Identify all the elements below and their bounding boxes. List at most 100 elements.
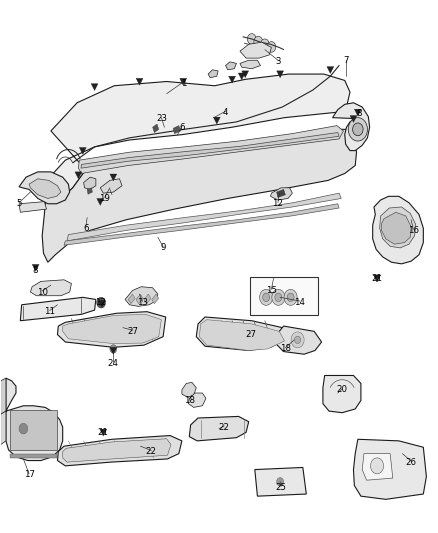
Text: 12: 12 [272,199,283,208]
Polygon shape [350,116,357,123]
Polygon shape [152,124,159,133]
Bar [11,410,57,450]
Circle shape [294,336,300,344]
Circle shape [277,478,284,486]
Polygon shape [255,467,306,496]
Polygon shape [180,78,187,85]
Polygon shape [75,172,82,179]
Polygon shape [374,275,381,282]
Polygon shape [1,378,6,414]
Text: 12: 12 [95,298,106,307]
Text: 20: 20 [337,385,348,394]
Text: 25: 25 [276,482,286,491]
Polygon shape [276,326,321,354]
Polygon shape [152,294,159,304]
Text: 5: 5 [16,199,22,208]
Polygon shape [226,62,237,70]
Text: 8: 8 [356,109,361,118]
Polygon shape [240,42,272,58]
Circle shape [110,345,117,353]
Polygon shape [271,188,292,200]
Text: 10: 10 [37,287,48,296]
Polygon shape [173,126,180,134]
Circle shape [371,458,384,474]
Text: 13: 13 [137,298,148,307]
Text: 22: 22 [146,447,157,456]
Text: 19: 19 [99,194,110,203]
Text: 11: 11 [44,307,55,316]
Polygon shape [84,177,96,189]
Polygon shape [196,317,288,351]
Circle shape [263,293,270,302]
Polygon shape [242,71,249,78]
Polygon shape [136,294,143,304]
Text: 23: 23 [156,114,167,123]
Polygon shape [67,193,341,241]
Polygon shape [381,212,411,244]
Polygon shape [373,196,424,264]
Polygon shape [354,109,361,116]
Polygon shape [57,312,166,348]
Polygon shape [238,73,245,80]
Text: 15: 15 [266,286,277,295]
Circle shape [272,289,285,305]
Polygon shape [1,411,6,445]
Polygon shape [128,294,135,304]
Circle shape [267,42,276,52]
Circle shape [261,39,269,50]
Polygon shape [100,429,107,436]
Polygon shape [213,117,220,124]
Polygon shape [57,435,182,466]
Text: 26: 26 [406,458,417,466]
Polygon shape [380,207,416,248]
Text: 21: 21 [371,273,382,282]
Circle shape [275,293,282,302]
Circle shape [247,34,256,44]
Polygon shape [99,301,106,308]
Polygon shape [110,348,117,354]
Circle shape [284,289,297,305]
Polygon shape [87,188,92,194]
Polygon shape [136,78,143,85]
Text: 3: 3 [275,58,281,66]
Text: 14: 14 [294,298,305,307]
Polygon shape [353,439,426,499]
Text: 17: 17 [24,471,35,479]
Polygon shape [374,275,381,282]
Polygon shape [240,60,261,69]
Polygon shape [100,179,122,193]
Text: 21: 21 [98,428,109,437]
Text: 4: 4 [223,108,228,117]
Text: 1: 1 [181,78,187,87]
Polygon shape [11,454,57,458]
Polygon shape [6,378,63,461]
Text: 18: 18 [280,344,291,353]
Polygon shape [277,71,284,78]
Polygon shape [189,416,249,441]
FancyBboxPatch shape [251,277,318,316]
Polygon shape [323,375,361,413]
Polygon shape [19,172,70,204]
Circle shape [19,423,28,434]
Text: 9: 9 [160,244,166,253]
Polygon shape [42,130,357,262]
Circle shape [291,332,304,348]
Polygon shape [91,84,98,91]
Circle shape [348,118,367,141]
Polygon shape [362,454,393,480]
Text: 7: 7 [343,56,348,64]
Polygon shape [125,287,158,306]
Polygon shape [79,148,86,155]
Polygon shape [30,280,71,296]
Polygon shape [188,393,206,407]
Polygon shape [208,70,218,78]
Text: 24: 24 [108,359,119,368]
Text: 27: 27 [127,327,138,336]
Polygon shape [64,204,339,245]
Polygon shape [277,189,286,197]
Polygon shape [46,74,350,200]
Circle shape [97,297,106,308]
Polygon shape [63,439,171,462]
Text: 8: 8 [33,266,39,275]
Polygon shape [332,103,370,151]
